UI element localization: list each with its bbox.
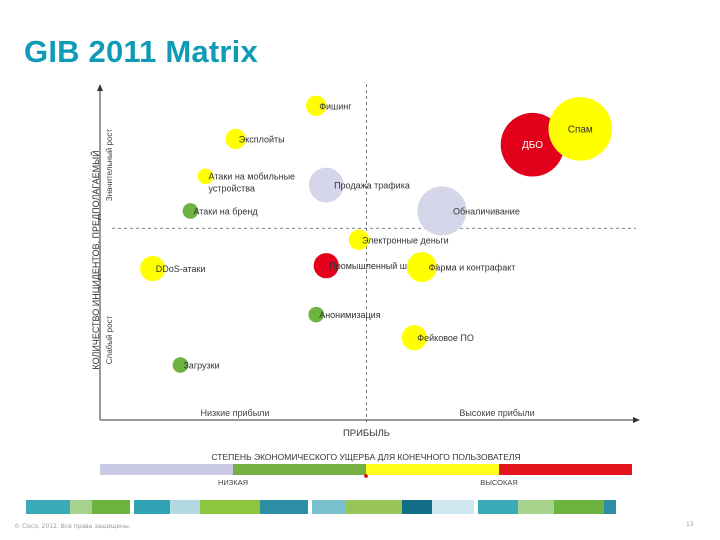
point-12-label: Фейковое ПО <box>417 333 474 343</box>
footer-band-block-7 <box>200 500 260 514</box>
legend-low-label: НИЗКАЯ <box>218 478 248 487</box>
point-5 <box>182 203 199 219</box>
footer-band-block-12 <box>402 500 432 514</box>
legend-high-label: ВЫСОКАЯ <box>480 478 518 487</box>
page-number: 13 <box>686 521 694 528</box>
y-axis-low-label: Слабый рост <box>105 315 114 364</box>
footer-band-block-2 <box>70 500 92 514</box>
legend-title: СТЕПЕНЬ ЭКОНОМИЧЕСКОГО УЩЕРБА ДЛЯ КОНЕЧН… <box>211 452 520 462</box>
point-1 <box>306 95 327 117</box>
point-14 <box>500 112 565 177</box>
point-3 <box>197 168 214 185</box>
point-10 <box>406 252 437 283</box>
x-zone-label-low: Низкие прибыли <box>201 408 270 418</box>
x-axis-arrow <box>633 417 640 423</box>
point-9 <box>313 253 339 279</box>
point-2-label: Эксплойты <box>239 134 285 144</box>
y-axis-high-label: Значительный рост <box>105 129 114 202</box>
footer-band-block-10 <box>312 500 346 514</box>
point-6 <box>417 186 467 236</box>
point-14-label: ДБО <box>522 140 543 151</box>
footer-band-block-15 <box>478 500 518 514</box>
point-2 <box>225 128 246 150</box>
footer-band-block-8 <box>260 500 308 514</box>
point-15-label: Спам <box>568 124 593 135</box>
point-7 <box>348 229 370 250</box>
y-axis-arrow <box>97 84 103 91</box>
legend-midpoint-marker <box>364 474 368 478</box>
footer-band-block-6 <box>170 500 200 514</box>
point-11 <box>308 306 325 323</box>
x-zone-label-high: Высокие прибыли <box>459 408 534 418</box>
point-12 <box>401 325 427 351</box>
point-8-label: DDoS-атаки <box>156 264 206 274</box>
footer-band-block-1 <box>26 500 70 514</box>
footer-band-block-5 <box>134 500 170 514</box>
point-7-label: Электронные деньги <box>362 235 449 245</box>
point-8 <box>140 255 166 282</box>
footer-band-block-4 <box>130 500 134 514</box>
legend-segment-lavender <box>100 464 233 475</box>
y-axis-label: КОЛИЧЕСТВО ИНЦИДЕНТОВ, ПРЕДПОЛАГАЕМЫЙ <box>90 150 101 369</box>
point-13-label: Загрузки <box>183 361 219 371</box>
point-5-label: Атаки на бренд <box>193 206 258 216</box>
point-15 <box>548 97 613 161</box>
point-10-label: Фарма и контрафакт <box>429 263 516 273</box>
point-3-label: Атаки на мобильные устройства <box>209 171 296 193</box>
footer-band-block-18 <box>604 500 616 514</box>
legend-segment-red <box>499 464 632 475</box>
footer-band-block-17 <box>554 500 604 514</box>
point-6-label: Обналичивание <box>453 206 520 216</box>
footer-band-block-11 <box>346 500 402 514</box>
point-1-label: Фишинг <box>319 101 352 111</box>
footer-band-block-9 <box>308 500 312 514</box>
point-4 <box>308 167 344 203</box>
footer-band-block-13 <box>432 500 474 514</box>
x-axis-label: ПРИБЫЛЬ <box>343 428 390 439</box>
point-4-label: Продажа трафика <box>334 181 410 191</box>
legend-segment-green <box>233 464 366 475</box>
page-title: GIB 2011 Matrix <box>24 34 258 69</box>
footer-band-block-16 <box>518 500 554 514</box>
footer-band-block-14 <box>474 500 478 514</box>
point-13 <box>172 357 189 373</box>
footer-band-block-3 <box>92 500 130 514</box>
footer-copyright: © Cisco, 2012. Все права защищены. <box>14 523 131 530</box>
point-9-label: Промышленный шпионаж <box>329 261 438 271</box>
point-11-label: Анонимизация <box>319 310 381 320</box>
legend-segment-yellow <box>366 464 499 475</box>
